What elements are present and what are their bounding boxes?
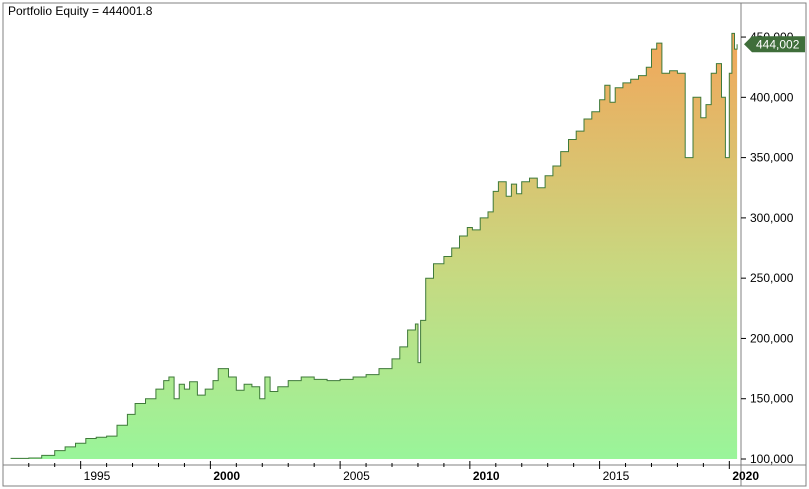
equity-area [10,33,738,460]
y-tick-label: 150,000 [750,392,794,406]
y-tick-label: 100,000 [750,452,794,466]
last-value-badge-shape [744,36,805,53]
y-tick-label: 350,000 [750,151,794,165]
last-value-label: 444,002 [756,37,800,51]
x-tick-label: 2020 [732,469,759,483]
chart-title: Portfolio Equity = 444001.8 [8,4,153,18]
x-axis: 1995 2000 2005 2010 2015 2020 [28,461,759,483]
y-tick-label: 200,000 [750,331,794,345]
equity-line [10,32,738,459]
x-tick-label: 1995 [84,469,111,483]
y-tick-label: 250,000 [750,271,794,285]
x-tick-label: 2015 [603,469,630,483]
x-tick-label: 2005 [343,469,370,483]
x-tick-label: 2010 [473,469,500,483]
y-tick-label: 400,000 [750,90,794,104]
y-tick-label: 300,000 [750,211,794,225]
x-tick-label: 2000 [213,469,240,483]
plot-border [3,3,806,486]
last-value-badge: 444,002 [744,36,805,53]
